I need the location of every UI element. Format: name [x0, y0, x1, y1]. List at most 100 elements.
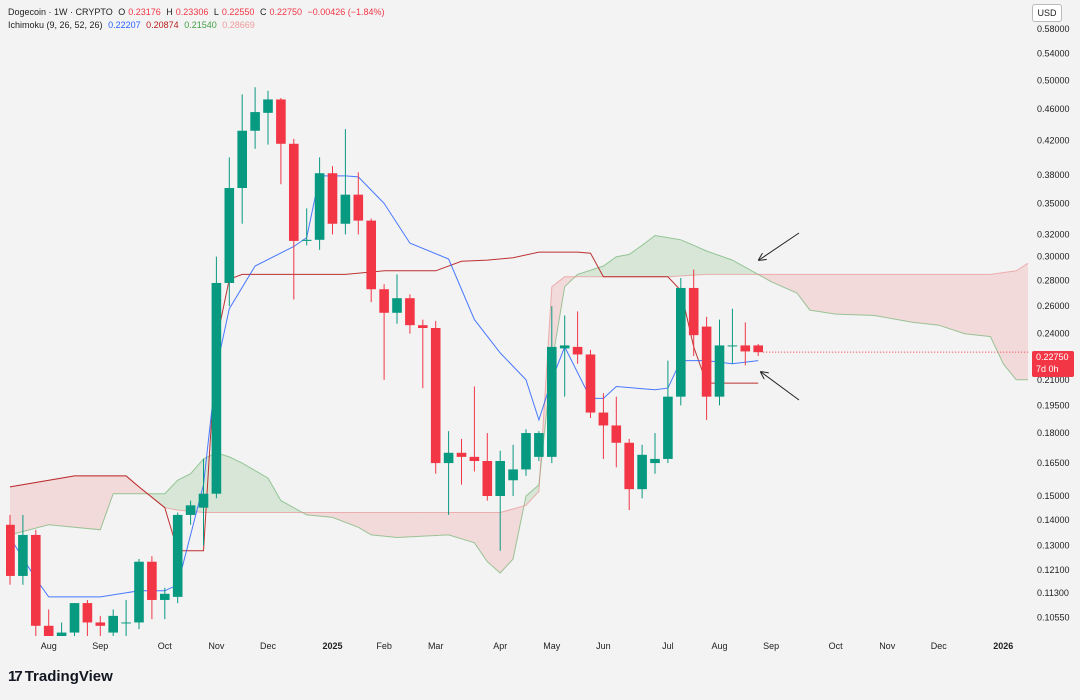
candle-body [688, 287, 699, 336]
candle-body [276, 99, 286, 144]
candle [237, 94, 247, 224]
candle [624, 438, 634, 511]
candle-body [663, 396, 673, 459]
candle-body [598, 412, 609, 426]
candle [366, 218, 376, 303]
candle [69, 603, 80, 636]
candle [327, 166, 338, 235]
candle [43, 609, 54, 636]
close-value: 0.22750 [269, 7, 302, 17]
cloud-segment [242, 463, 256, 513]
cloud-segment [448, 512, 462, 539]
x-tick-label: Apr [493, 641, 507, 651]
candle [108, 609, 118, 636]
tenkan-value: 0.22207 [108, 20, 141, 30]
cloud-segment [435, 512, 449, 536]
candle-body [43, 625, 54, 636]
candle [392, 274, 402, 324]
candle [663, 360, 673, 464]
high-value: 0.23306 [175, 7, 209, 17]
candle [224, 157, 235, 307]
candle-body [237, 130, 247, 188]
y-tick-label: 0.26000 [1037, 301, 1070, 311]
cloud-segment [384, 512, 397, 538]
cloud-segment [642, 235, 655, 277]
cloud-segment [409, 512, 423, 537]
cloud-segment [255, 470, 268, 513]
candle-body [353, 194, 364, 221]
cloud-segment [796, 274, 810, 311]
cloud-segment [951, 274, 965, 334]
candle [56, 622, 67, 636]
candle [250, 87, 260, 149]
candle-body [611, 425, 622, 443]
candle [172, 512, 183, 604]
price-arrow [761, 372, 800, 401]
high-label: H [166, 7, 173, 17]
cloud-segment [693, 245, 707, 276]
currency-selector[interactable]: USD [1032, 4, 1062, 22]
candle [482, 433, 493, 501]
candle [508, 444, 518, 496]
cloud-segment [835, 274, 849, 315]
open-label: O [118, 7, 126, 17]
candle [430, 320, 441, 474]
candle [585, 349, 596, 419]
x-tick-label: 2025 [322, 641, 342, 651]
cloud-segment [990, 272, 1004, 364]
y-tick-label: 0.24000 [1037, 329, 1070, 339]
candle-body [430, 328, 441, 464]
candle [340, 129, 351, 235]
x-tick-label: Jun [596, 641, 611, 651]
y-tick-label: 0.46000 [1037, 104, 1070, 114]
x-tick-label: Sep [92, 641, 108, 651]
cloud-segment [358, 512, 372, 535]
indicator-legend[interactable]: Ichimoku (9, 26, 52, 26) 0.22207 0.20874… [8, 20, 258, 30]
cloud-segment [577, 270, 591, 277]
y-tick-label: 0.58000 [1037, 24, 1070, 34]
candle [95, 615, 106, 636]
cloud-segment [74, 475, 88, 529]
candle [379, 284, 389, 380]
cloud-segment [732, 260, 746, 275]
y-tick-label: 0.32000 [1037, 229, 1070, 239]
close-label: C [259, 7, 267, 17]
cloud-segment [35, 480, 49, 529]
candle [534, 431, 544, 462]
candle [611, 396, 622, 468]
candle [301, 208, 312, 246]
candle-body [211, 282, 222, 494]
cloud-segment [87, 475, 101, 530]
cloud-segment [977, 274, 991, 337]
y-tick-label: 0.18000 [1037, 428, 1070, 438]
candle [598, 393, 609, 459]
candle-body [250, 112, 260, 131]
y-tick-label: 0.54000 [1037, 49, 1070, 59]
cloud-segment [10, 484, 23, 535]
candle-body [56, 632, 67, 636]
tradingview-logo[interactable]: 17 TradingView [8, 668, 113, 685]
cloud-segment [822, 274, 836, 315]
cloud-segment [526, 484, 539, 506]
candle-body [185, 505, 196, 515]
candle [314, 157, 325, 250]
x-tick-label: Dec [260, 641, 277, 651]
candle-body [443, 452, 454, 464]
candle-body [147, 561, 157, 600]
candle [263, 90, 273, 145]
candle [353, 172, 364, 235]
cloud-segment [667, 237, 681, 277]
y-tick-label: 0.42000 [1037, 135, 1070, 145]
candle [559, 315, 570, 397]
cloud-segment [809, 274, 823, 313]
cloud-segment [603, 256, 617, 277]
candle-body [495, 461, 505, 496]
candle [211, 256, 222, 499]
cloud-segment [900, 274, 913, 323]
candle-body [198, 493, 209, 508]
candle-body [701, 326, 712, 397]
candle [714, 319, 725, 406]
cloud-segment [100, 475, 114, 530]
